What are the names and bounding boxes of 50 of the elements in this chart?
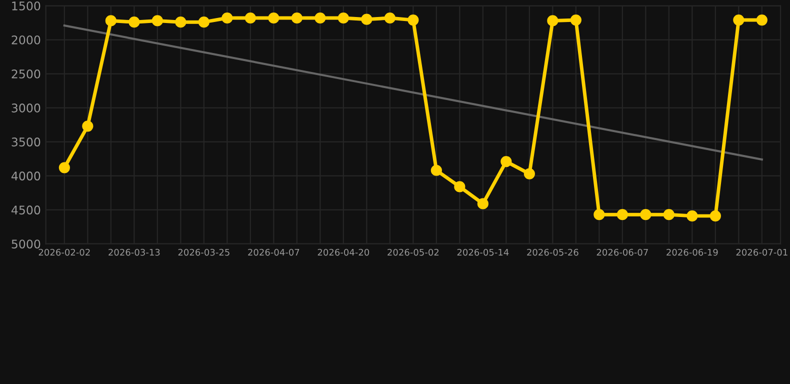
x-tick-label: 2026-03-13: [108, 248, 160, 256]
y-tick-label: 4500: [11, 206, 40, 214]
x-tick-label: 2026-06-07: [596, 248, 648, 256]
y-tick-label: 3000: [12, 104, 40, 112]
point: [477, 198, 488, 210]
point: [570, 14, 582, 26]
point: [384, 12, 396, 24]
y-tick-label: 2000: [12, 35, 40, 44]
point: [128, 16, 140, 28]
point: [408, 14, 419, 26]
point: [175, 16, 186, 28]
point: [686, 210, 698, 222]
x-tick-label: 2026-05-02: [388, 248, 438, 256]
x-tick-label: 2026-06-19: [666, 248, 718, 256]
point: [663, 209, 674, 220]
point: [244, 12, 256, 24]
point: [82, 120, 94, 132]
point: [361, 14, 372, 25]
x-tick-label: 2026-05-14: [457, 248, 509, 256]
point: [524, 168, 535, 180]
point: [198, 16, 210, 28]
y-tick-label: 2500: [12, 70, 40, 78]
y-tick-label: 4000: [11, 172, 40, 180]
point: [500, 156, 512, 168]
x-tick-label: 2026-07-01: [736, 248, 788, 256]
x-tick-label: 2026-05-26: [527, 248, 578, 256]
point: [268, 12, 280, 24]
point: [105, 15, 116, 26]
point: [594, 209, 605, 220]
point: [430, 164, 442, 176]
point: [616, 209, 628, 220]
point: [640, 209, 652, 220]
point: [733, 14, 744, 26]
point: [58, 162, 70, 174]
x-tick-label: 2026-02-02: [38, 248, 90, 256]
x-tick-label: 2026-04-20: [318, 248, 370, 256]
y-tick-label: 5000: [12, 240, 40, 248]
point: [152, 15, 163, 26]
point: [291, 12, 302, 24]
y-tick-label: 3500: [12, 138, 40, 146]
point: [710, 210, 721, 222]
x-tick-label: 2026-03-25: [178, 248, 230, 256]
point: [338, 12, 349, 24]
point: [222, 12, 233, 24]
y-tick-label: 1500: [12, 1, 40, 10]
point: [314, 12, 326, 24]
point: [756, 14, 768, 26]
x-tick-label: 2026-04-07: [248, 248, 300, 256]
point: [547, 15, 558, 26]
point: [454, 181, 466, 192]
